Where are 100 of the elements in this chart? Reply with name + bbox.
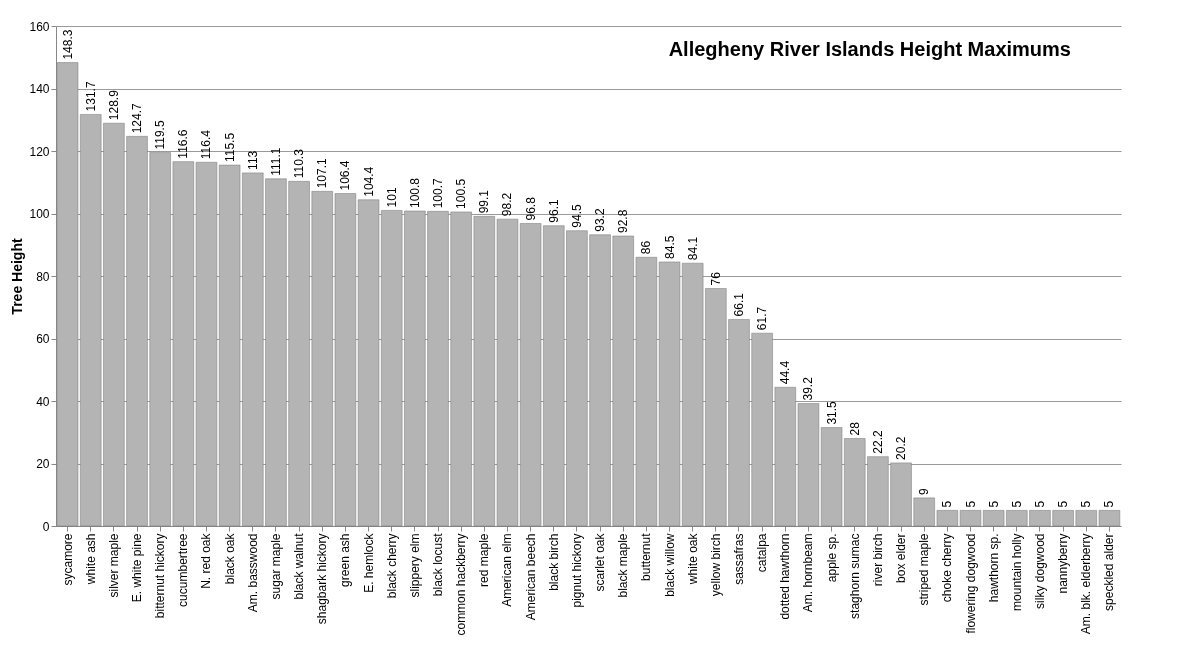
y-tick-label: 40 (36, 394, 50, 409)
x-tick-label: American beech (523, 533, 538, 621)
data-label: 111.1 (268, 147, 283, 176)
data-label: 92.8 (616, 209, 631, 233)
data-label: 100.5 (454, 178, 469, 209)
x-tick-label: sassafras (731, 533, 746, 585)
y-tick-label: 60 (36, 332, 50, 346)
x-tick-label: black cherry (384, 533, 399, 599)
data-label: 113 (245, 150, 260, 170)
x-tick-label: E. hemlock (361, 532, 376, 593)
x-tick-label: black maple (616, 533, 631, 598)
x-tick-label: nannyberry (1056, 533, 1071, 594)
x-tick-label: green ash (338, 533, 353, 587)
x-tick-label: dotted hawthorn (778, 533, 793, 620)
data-label: 22.2 (870, 429, 885, 454)
x-tick-label: scarlet oak (593, 532, 608, 592)
data-label: 100.7 (431, 177, 446, 209)
data-label: 116.4 (199, 129, 214, 160)
x-tick-label: black locust (431, 532, 446, 597)
data-label: 20.2 (894, 436, 909, 460)
x-tick-label: box elder (894, 533, 909, 583)
data-label: 101 (384, 187, 399, 208)
data-label: 100.8 (407, 177, 422, 208)
x-tick-label: mountain holly (1009, 533, 1024, 611)
x-tick-label: shagbark hickory (315, 533, 330, 625)
x-tick-label: apple sp. (824, 533, 839, 583)
data-label: 115.5 (222, 132, 237, 163)
y-tick-label: 20 (36, 457, 50, 471)
data-label: 5 (1079, 500, 1094, 508)
x-tick-label: Am. blk. elderberry (1079, 533, 1094, 635)
x-tick-label: sugar maple (268, 533, 283, 600)
data-label: 31.5 (824, 400, 839, 425)
x-tick-label: river birch (870, 533, 885, 587)
data-label: 5 (1056, 500, 1071, 508)
x-tick-label: N. red oak (199, 532, 214, 589)
x-tick-label: butternut (639, 532, 654, 581)
y-tick-label: 100 (29, 207, 50, 221)
x-tick-label: white ash (83, 533, 98, 586)
data-label: 5 (963, 500, 978, 508)
data-label: 28 (847, 421, 862, 436)
x-tick-label: Am. basswood (245, 533, 260, 613)
data-label: 116.6 (176, 129, 191, 159)
x-tick-label: common hackberry (454, 533, 469, 636)
data-label: 5 (986, 500, 1001, 508)
x-tick-label: American elm (500, 533, 515, 607)
x-tick-label: bitternut hickory (153, 533, 168, 619)
x-tick-label: black birch (546, 533, 561, 591)
x-tick-label: white oak (685, 532, 700, 586)
x-tick-label: black walnut (292, 532, 307, 600)
x-tick-label: sycamore (60, 533, 75, 586)
data-label: 128.9 (106, 89, 121, 121)
data-label: 39.2 (801, 376, 816, 401)
data-label: 66.1 (731, 292, 746, 317)
x-tick-label: catalpa (755, 533, 770, 573)
data-label: 5 (1009, 500, 1024, 508)
data-label: 5 (1102, 500, 1117, 508)
x-tick-label: slippery elm (407, 533, 422, 598)
data-label: 119.5 (153, 120, 168, 150)
x-tick-label: choke cherry (940, 533, 955, 603)
y-tick-label: 160 (29, 19, 50, 34)
y-tick-label: 0 (42, 519, 50, 534)
data-label: 61.7 (755, 306, 770, 331)
x-tick-label: striped maple (917, 533, 932, 606)
x-tick-label: flowering dogwood (963, 533, 978, 634)
data-label: 99.1 (477, 189, 492, 214)
data-label: 98.2 (500, 192, 515, 217)
data-label: 84.5 (662, 235, 677, 259)
data-label: 9 (917, 487, 932, 495)
x-tick-label: red maple (477, 533, 492, 587)
y-tick-label: 80 (36, 269, 50, 284)
x-tick-label: yellow birch (708, 533, 723, 597)
data-label: 93.2 (593, 208, 608, 232)
data-label: 86 (639, 240, 654, 255)
y-tick-label: 140 (29, 82, 50, 96)
data-label: 76 (708, 271, 723, 286)
data-label: 5 (940, 500, 955, 508)
x-tick-label: staghorn sumac (847, 533, 862, 619)
data-label: 96.1 (546, 199, 561, 223)
data-label: 96.8 (523, 196, 538, 221)
x-tick-label: silver maple (106, 533, 121, 598)
y-tick-label: 120 (29, 144, 50, 159)
x-tick-label: Am. hornbeam (801, 533, 816, 613)
data-label: 131.7 (83, 81, 98, 112)
data-label: 107.1 (315, 157, 330, 189)
x-tick-label: pignut hickory (569, 533, 584, 608)
data-label: 104.4 (361, 166, 376, 197)
data-label: 84.1 (685, 236, 700, 261)
x-tick-label: E. white pine (130, 533, 145, 603)
x-tick-label: black oak (222, 532, 237, 585)
data-label: 106.4 (338, 160, 353, 191)
y-axis-title: Tree Height (9, 238, 26, 315)
data-label: 94.5 (569, 204, 584, 228)
x-tick-label: speckled alder (1102, 533, 1117, 611)
x-tick-label: hawthorn sp. (986, 533, 1001, 603)
data-label: 148.3 (60, 29, 75, 60)
text: Allegheny River Islands Height Maximums (668, 38, 1071, 60)
x-tick-label: black willow (662, 533, 677, 597)
x-tick-label: silky dogwood (1032, 533, 1047, 609)
data-label: 5 (1032, 500, 1047, 508)
x-tick-label: cucumbertree (176, 533, 191, 607)
